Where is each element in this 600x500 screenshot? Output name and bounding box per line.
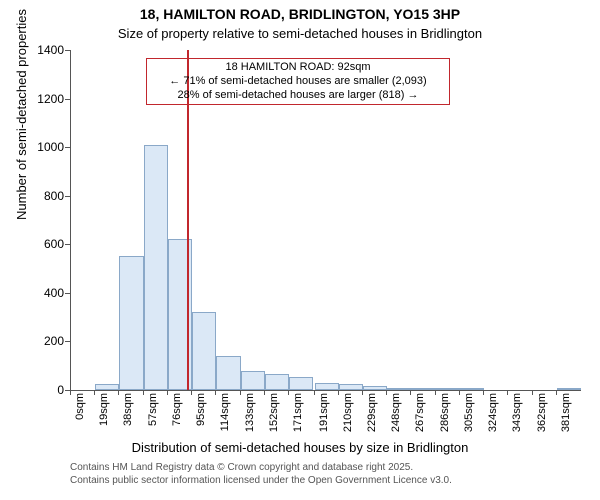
x-tick-label: 0sqm	[74, 393, 86, 443]
x-tick-label: 171sqm	[292, 393, 304, 443]
x-tick-mark	[532, 390, 533, 395]
histogram-bar	[557, 388, 581, 390]
x-tick-label: 38sqm	[122, 393, 134, 443]
x-tick-mark	[362, 390, 363, 395]
x-tick-label: 210sqm	[342, 393, 354, 443]
x-tick-mark	[435, 390, 436, 395]
x-tick-label: 76sqm	[171, 393, 183, 443]
x-tick-label: 248sqm	[390, 393, 402, 443]
x-tick-label: 191sqm	[318, 393, 330, 443]
x-tick-mark	[507, 390, 508, 395]
x-tick-mark	[118, 390, 119, 395]
y-tick-label: 0	[4, 383, 64, 397]
x-tick-mark	[143, 390, 144, 395]
chart-title-main: 18, HAMILTON ROAD, BRIDLINGTON, YO15 3HP	[0, 6, 600, 22]
y-tick-label: 200	[4, 334, 64, 348]
histogram-bar	[411, 388, 435, 390]
plot-area: 18 HAMILTON ROAD: 92sqm← 71% of semi-det…	[70, 50, 581, 391]
x-tick-label: 57sqm	[147, 393, 159, 443]
histogram-bar	[460, 388, 484, 390]
x-tick-label: 19sqm	[98, 393, 110, 443]
x-tick-mark	[338, 390, 339, 395]
x-tick-label: 114sqm	[219, 393, 231, 443]
histogram-bar	[363, 386, 387, 390]
footer-line-1: Contains HM Land Registry data © Crown c…	[70, 462, 452, 475]
x-tick-mark	[386, 390, 387, 395]
footer-line-2: Contains public sector information licen…	[70, 475, 452, 488]
x-tick-mark	[70, 390, 71, 395]
chart-title-sub: Size of property relative to semi-detach…	[0, 26, 600, 41]
x-tick-mark	[483, 390, 484, 395]
x-tick-label: 362sqm	[536, 393, 548, 443]
property-size-histogram: 18, HAMILTON ROAD, BRIDLINGTON, YO15 3HP…	[0, 0, 600, 500]
y-tick-label: 800	[4, 189, 64, 203]
annotation-box: 18 HAMILTON ROAD: 92sqm← 71% of semi-det…	[146, 58, 450, 105]
y-tick-label: 600	[4, 237, 64, 251]
histogram-bar	[289, 377, 313, 390]
x-tick-mark	[556, 390, 557, 395]
histogram-bar	[339, 384, 363, 390]
x-tick-mark	[167, 390, 168, 395]
y-tick-label: 400	[4, 286, 64, 300]
x-tick-label: 343sqm	[511, 393, 523, 443]
x-tick-mark	[94, 390, 95, 395]
x-tick-mark	[410, 390, 411, 395]
x-tick-label: 324sqm	[487, 393, 499, 443]
x-tick-mark	[264, 390, 265, 395]
x-axis-label: Distribution of semi-detached houses by …	[0, 440, 600, 455]
y-tick-label: 1200	[4, 92, 64, 106]
x-tick-label: 95sqm	[195, 393, 207, 443]
x-tick-label: 305sqm	[463, 393, 475, 443]
x-tick-label: 229sqm	[366, 393, 378, 443]
y-tick-label: 1000	[4, 140, 64, 154]
histogram-bar	[315, 383, 339, 390]
histogram-bar	[119, 256, 143, 390]
histogram-bar	[95, 384, 119, 390]
x-tick-label: 381sqm	[560, 393, 572, 443]
annotation-line: 28% of semi-detached houses are larger (…	[153, 89, 443, 103]
x-tick-mark	[240, 390, 241, 395]
histogram-bar	[216, 356, 240, 390]
x-tick-mark	[215, 390, 216, 395]
y-tick-label: 1400	[4, 43, 64, 57]
histogram-bar	[387, 388, 411, 390]
histogram-bar	[241, 371, 265, 390]
annotation-line: 18 HAMILTON ROAD: 92sqm	[153, 61, 443, 75]
histogram-bar	[144, 145, 168, 390]
x-tick-label: 133sqm	[244, 393, 256, 443]
histogram-bar	[436, 388, 460, 390]
x-tick-label: 152sqm	[268, 393, 280, 443]
x-tick-label: 267sqm	[414, 393, 426, 443]
annotation-line: ← 71% of semi-detached houses are smalle…	[153, 75, 443, 89]
histogram-bar	[192, 312, 216, 390]
x-tick-mark	[288, 390, 289, 395]
x-tick-label: 286sqm	[439, 393, 451, 443]
attribution-footer: Contains HM Land Registry data © Crown c…	[70, 462, 452, 487]
x-tick-mark	[459, 390, 460, 395]
histogram-bar	[265, 374, 289, 390]
x-tick-mark	[314, 390, 315, 395]
x-tick-mark	[191, 390, 192, 395]
